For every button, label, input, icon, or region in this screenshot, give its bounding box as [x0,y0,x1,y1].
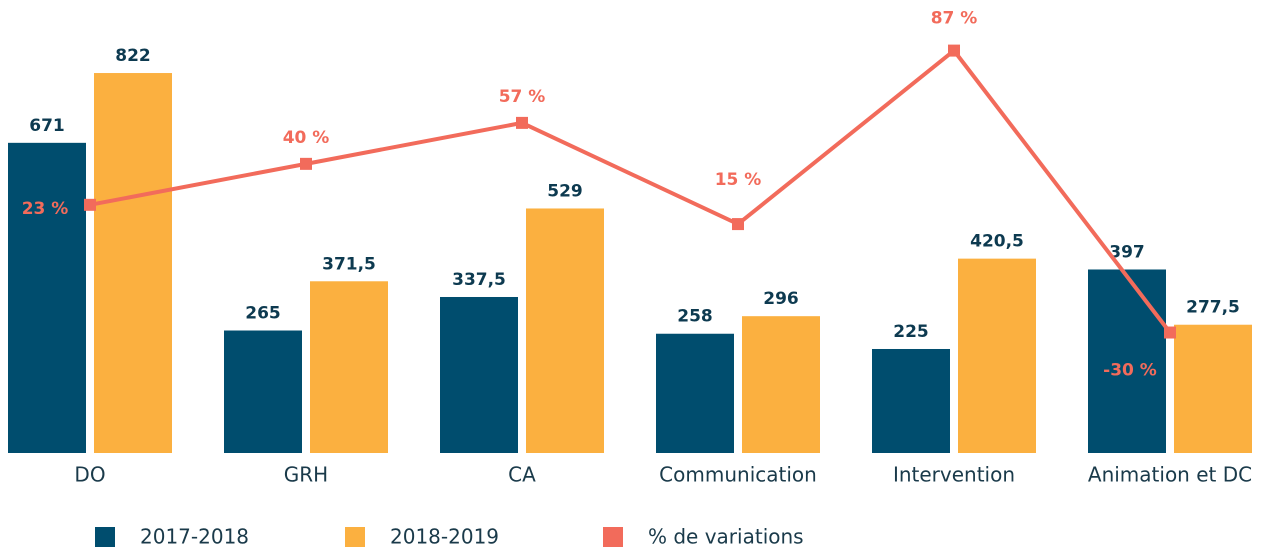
bar [526,208,604,453]
legend-swatch [345,527,365,547]
line [89,47,1172,334]
bar [742,316,820,453]
bar-label: 277,5 [1186,298,1240,318]
line-marker [300,157,312,170]
bar [958,258,1036,453]
legend-swatch [603,527,623,547]
line-marker [732,218,744,231]
line-marker [1164,326,1176,339]
x-tick-label: Animation et DC [1088,463,1252,487]
bar [1174,324,1252,453]
bar-label: 265 [245,304,281,324]
bar [8,142,86,453]
legend-label: 2018-2019 [390,525,499,549]
bar [872,348,950,453]
bar-label: 371,5 [322,254,376,274]
line-label: 57 % [499,87,546,107]
x-tick-label: CA [508,463,536,487]
line-label: 23 % [22,199,69,219]
legend-label: 2017-2018 [140,525,249,549]
bar-label: 671 [29,116,65,136]
bar-label: 296 [763,289,799,309]
legend-label: % de variations [648,525,804,549]
x-tick-label: DO [74,463,105,487]
bar-label: 420,5 [970,232,1024,252]
line-label: -30 % [1103,361,1157,381]
bar [94,73,172,453]
x-tick-label: GRH [284,463,328,487]
bar-label: 397 [1109,242,1145,262]
line-label: 15 % [715,170,762,190]
bar-label: 225 [893,322,929,342]
bar-label: 529 [547,181,583,201]
bar [310,281,388,453]
line-marker [948,44,960,57]
bar-label: 822 [115,46,151,66]
bar-label: 258 [677,307,713,327]
line-marker [84,198,96,211]
bar [440,296,518,453]
bar [1088,269,1166,453]
bar [224,330,302,453]
x-tick-label: Intervention [893,463,1015,487]
bar-label: 337,5 [452,270,506,290]
bar [656,333,734,453]
line-label: 40 % [283,128,330,148]
line-label: 87 % [931,9,978,29]
line-marker [516,116,528,129]
legend-swatch [95,527,115,547]
x-tick-label: Communication [659,463,817,487]
